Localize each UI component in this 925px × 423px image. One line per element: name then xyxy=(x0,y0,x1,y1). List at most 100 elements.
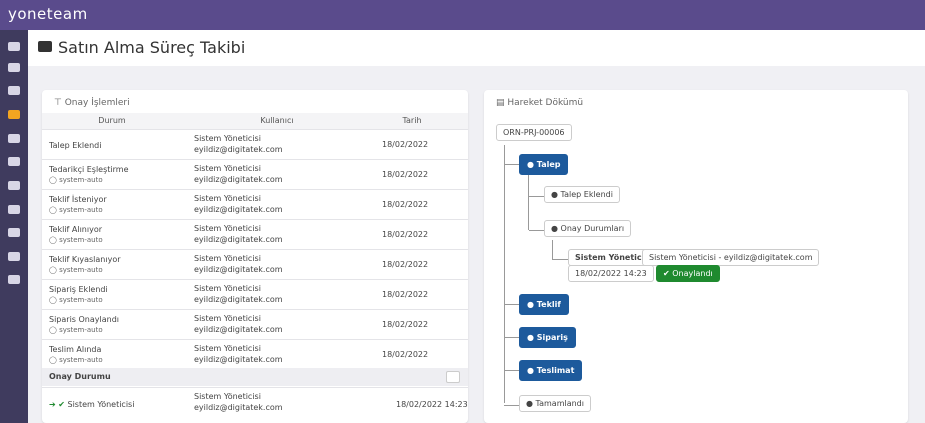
connector xyxy=(504,304,519,305)
tree-node[interactable]: ● Teslimat xyxy=(519,360,583,381)
nav-icon[interactable] xyxy=(8,110,20,119)
tree-node[interactable]: ● Talep xyxy=(519,154,569,175)
nav-icon[interactable] xyxy=(8,205,20,214)
user-email: eyildiz@digitatek.com xyxy=(194,145,283,154)
user-email: eyildiz@digitatek.com xyxy=(194,295,283,304)
tree-node[interactable]: ORN-PRJ-00006 xyxy=(496,124,572,141)
status: Teklif Kıyaslanıyor ◯ system-auto xyxy=(49,254,121,276)
user: Sistem Yöneticisi eyildiz@digitatek.com xyxy=(194,163,283,185)
page-header xyxy=(28,30,925,66)
page-title: Satın Alma Süreç Takibi xyxy=(58,38,246,57)
tree-node[interactable]: ● Onay Durumları xyxy=(544,220,632,237)
approver-name: Sistem Yöneticisi xyxy=(67,400,135,409)
user-email: eyildiz@digitatek.com xyxy=(194,205,283,214)
connector xyxy=(529,196,544,197)
date: 18/02/2022 xyxy=(382,260,429,269)
history-card: ▤ Hareket Dökümü ORN-PRJ-00006 ● Talep ● T… xyxy=(484,90,908,423)
user: Sistem Yöneticisi eyildiz@digitatek.com xyxy=(194,133,283,155)
source: ◯ system-auto xyxy=(49,176,103,184)
date: 18/02/2022 xyxy=(382,320,429,329)
status: Teklif Alınıyor ◯ system-auto xyxy=(49,224,103,246)
status: Siparis Onaylandı ◯ system-auto xyxy=(49,314,119,336)
logo-text: yoneteam xyxy=(8,5,88,23)
nav-icon[interactable] xyxy=(8,134,20,143)
tree-node[interactable]: ● Tamamlandı xyxy=(519,395,591,412)
status-text: Teslim Alında xyxy=(49,345,102,354)
node-label: Onaylandı xyxy=(672,269,713,278)
card-title-text: Onay İşlemleri xyxy=(64,98,130,108)
approval-row: Teslim Alında ◯ system-auto Sistem Yönetic… xyxy=(42,339,468,369)
status-text: Teklif İsteniyor xyxy=(49,195,107,204)
table-header xyxy=(42,113,468,129)
connector xyxy=(504,370,519,371)
source-text: system-auto xyxy=(59,176,103,184)
user: Sistem Yöneticisi eyildiz@digitatek.com xyxy=(194,283,283,305)
sidebar xyxy=(0,30,28,423)
nav-icon[interactable] xyxy=(8,86,20,95)
status-text: Talep Eklendi xyxy=(49,141,102,150)
nav-icon[interactable] xyxy=(8,252,20,261)
user-email: eyildiz@digitatek.com xyxy=(194,355,283,364)
nav-icon[interactable] xyxy=(8,42,20,51)
user: Sistem Yöneticisi eyildiz@digitatek.com xyxy=(194,253,283,275)
date: 18/02/2022 14:23 xyxy=(396,400,468,409)
status: Sipariş Eklendi ◯ system-auto xyxy=(49,284,108,306)
connector xyxy=(504,164,519,165)
column-header: Durum xyxy=(98,116,126,125)
tree-node[interactable]: Sistem Yöneticisi - eyildiz@digitatek.co… xyxy=(642,249,820,266)
source-text: system-auto xyxy=(59,296,103,304)
node-label: Sistem Yöneticisi - eyildiz@digitatek.co… xyxy=(649,253,813,262)
date: 18/02/2022 xyxy=(382,230,429,239)
column-header: Kullanıcı xyxy=(260,116,294,125)
user-name: Sistem Yöneticisi xyxy=(194,254,261,263)
logo[interactable]: yoneteam xyxy=(8,5,88,23)
status: Talep Eklendi xyxy=(49,140,101,151)
nav-icon[interactable] xyxy=(8,63,20,72)
node-label: Talep Eklendi xyxy=(560,190,613,199)
nav-icon[interactable] xyxy=(8,228,20,237)
source-text: system-auto xyxy=(59,236,103,244)
user-name: Sistem Yöneticisi xyxy=(194,194,261,203)
node-label: Sistem Yöneticisi xyxy=(575,253,652,262)
source: ◯ system-auto xyxy=(49,236,103,244)
date: 18/02/2022 xyxy=(382,350,429,359)
card-title: ⊤ Onay İşlemleri xyxy=(54,98,130,108)
approval-row: Teklif Kıyaslanıyor ◯ system-auto Sistem Y… xyxy=(42,249,468,279)
user-name: Sistem Yöneticisi xyxy=(194,392,261,401)
source-text: system-auto xyxy=(59,266,103,274)
user-email: eyildiz@digitatek.com xyxy=(194,175,283,184)
nav-icon[interactable] xyxy=(8,181,20,190)
source-text: system-auto xyxy=(59,326,103,334)
top-bar xyxy=(0,0,925,30)
date: 18/02/2022 xyxy=(382,200,429,209)
approval-row: Siparis Onaylandı ◯ system-auto Sistem Yön… xyxy=(42,309,468,339)
approval-row: Tedarikçi Eşleştirme ◯ system-auto Sistem … xyxy=(42,159,468,189)
user: Sistem Yöneticisi eyildiz@digitatek.com xyxy=(194,313,283,335)
tree-node[interactable]: ● Sipariş xyxy=(519,327,576,348)
node-label: Tamamlandı xyxy=(535,399,584,408)
approver: ➔ ✔ Sistem Yöneticisi xyxy=(49,400,135,409)
nav-icon[interactable] xyxy=(8,275,20,284)
source: ◯ system-auto xyxy=(49,326,103,334)
approval-row: ➔ ✔ Sistem Yöneticisi Sistem Yöneticisi e… xyxy=(42,387,468,421)
status: Teslim Alında ◯ system-auto xyxy=(49,344,103,366)
status-text: Tedarikçi Eşleştirme xyxy=(49,165,129,174)
status: Teklif İsteniyor ◯ system-auto xyxy=(49,194,107,216)
nav-icon[interactable] xyxy=(8,157,20,166)
approval-row: Teklif Alınıyor ◯ system-auto Sistem Yönet… xyxy=(42,219,468,249)
connector xyxy=(504,337,519,338)
user-name: Sistem Yöneticisi xyxy=(194,284,261,293)
card-title-text: Hareket Dökümü xyxy=(507,98,584,108)
status-text: Sipariş Eklendi xyxy=(49,285,108,294)
user-email: eyildiz@digitatek.com xyxy=(194,265,283,274)
list-button[interactable] xyxy=(446,371,460,383)
status: Tedarikçi Eşleştirme ◯ system-auto xyxy=(49,164,129,186)
tree-node[interactable]: ● Talep Eklendi xyxy=(544,186,620,203)
tree-node[interactable]: 18/02/2022 14:23 xyxy=(568,265,654,282)
tree-node[interactable]: ● Teklif xyxy=(519,294,569,315)
tree-node[interactable]: ✔ Onaylandı xyxy=(656,265,720,282)
user-email: eyildiz@digitatek.com xyxy=(194,325,283,334)
user-name: Sistem Yöneticisi xyxy=(194,134,261,143)
node-label: Onay Durumları xyxy=(560,224,625,233)
